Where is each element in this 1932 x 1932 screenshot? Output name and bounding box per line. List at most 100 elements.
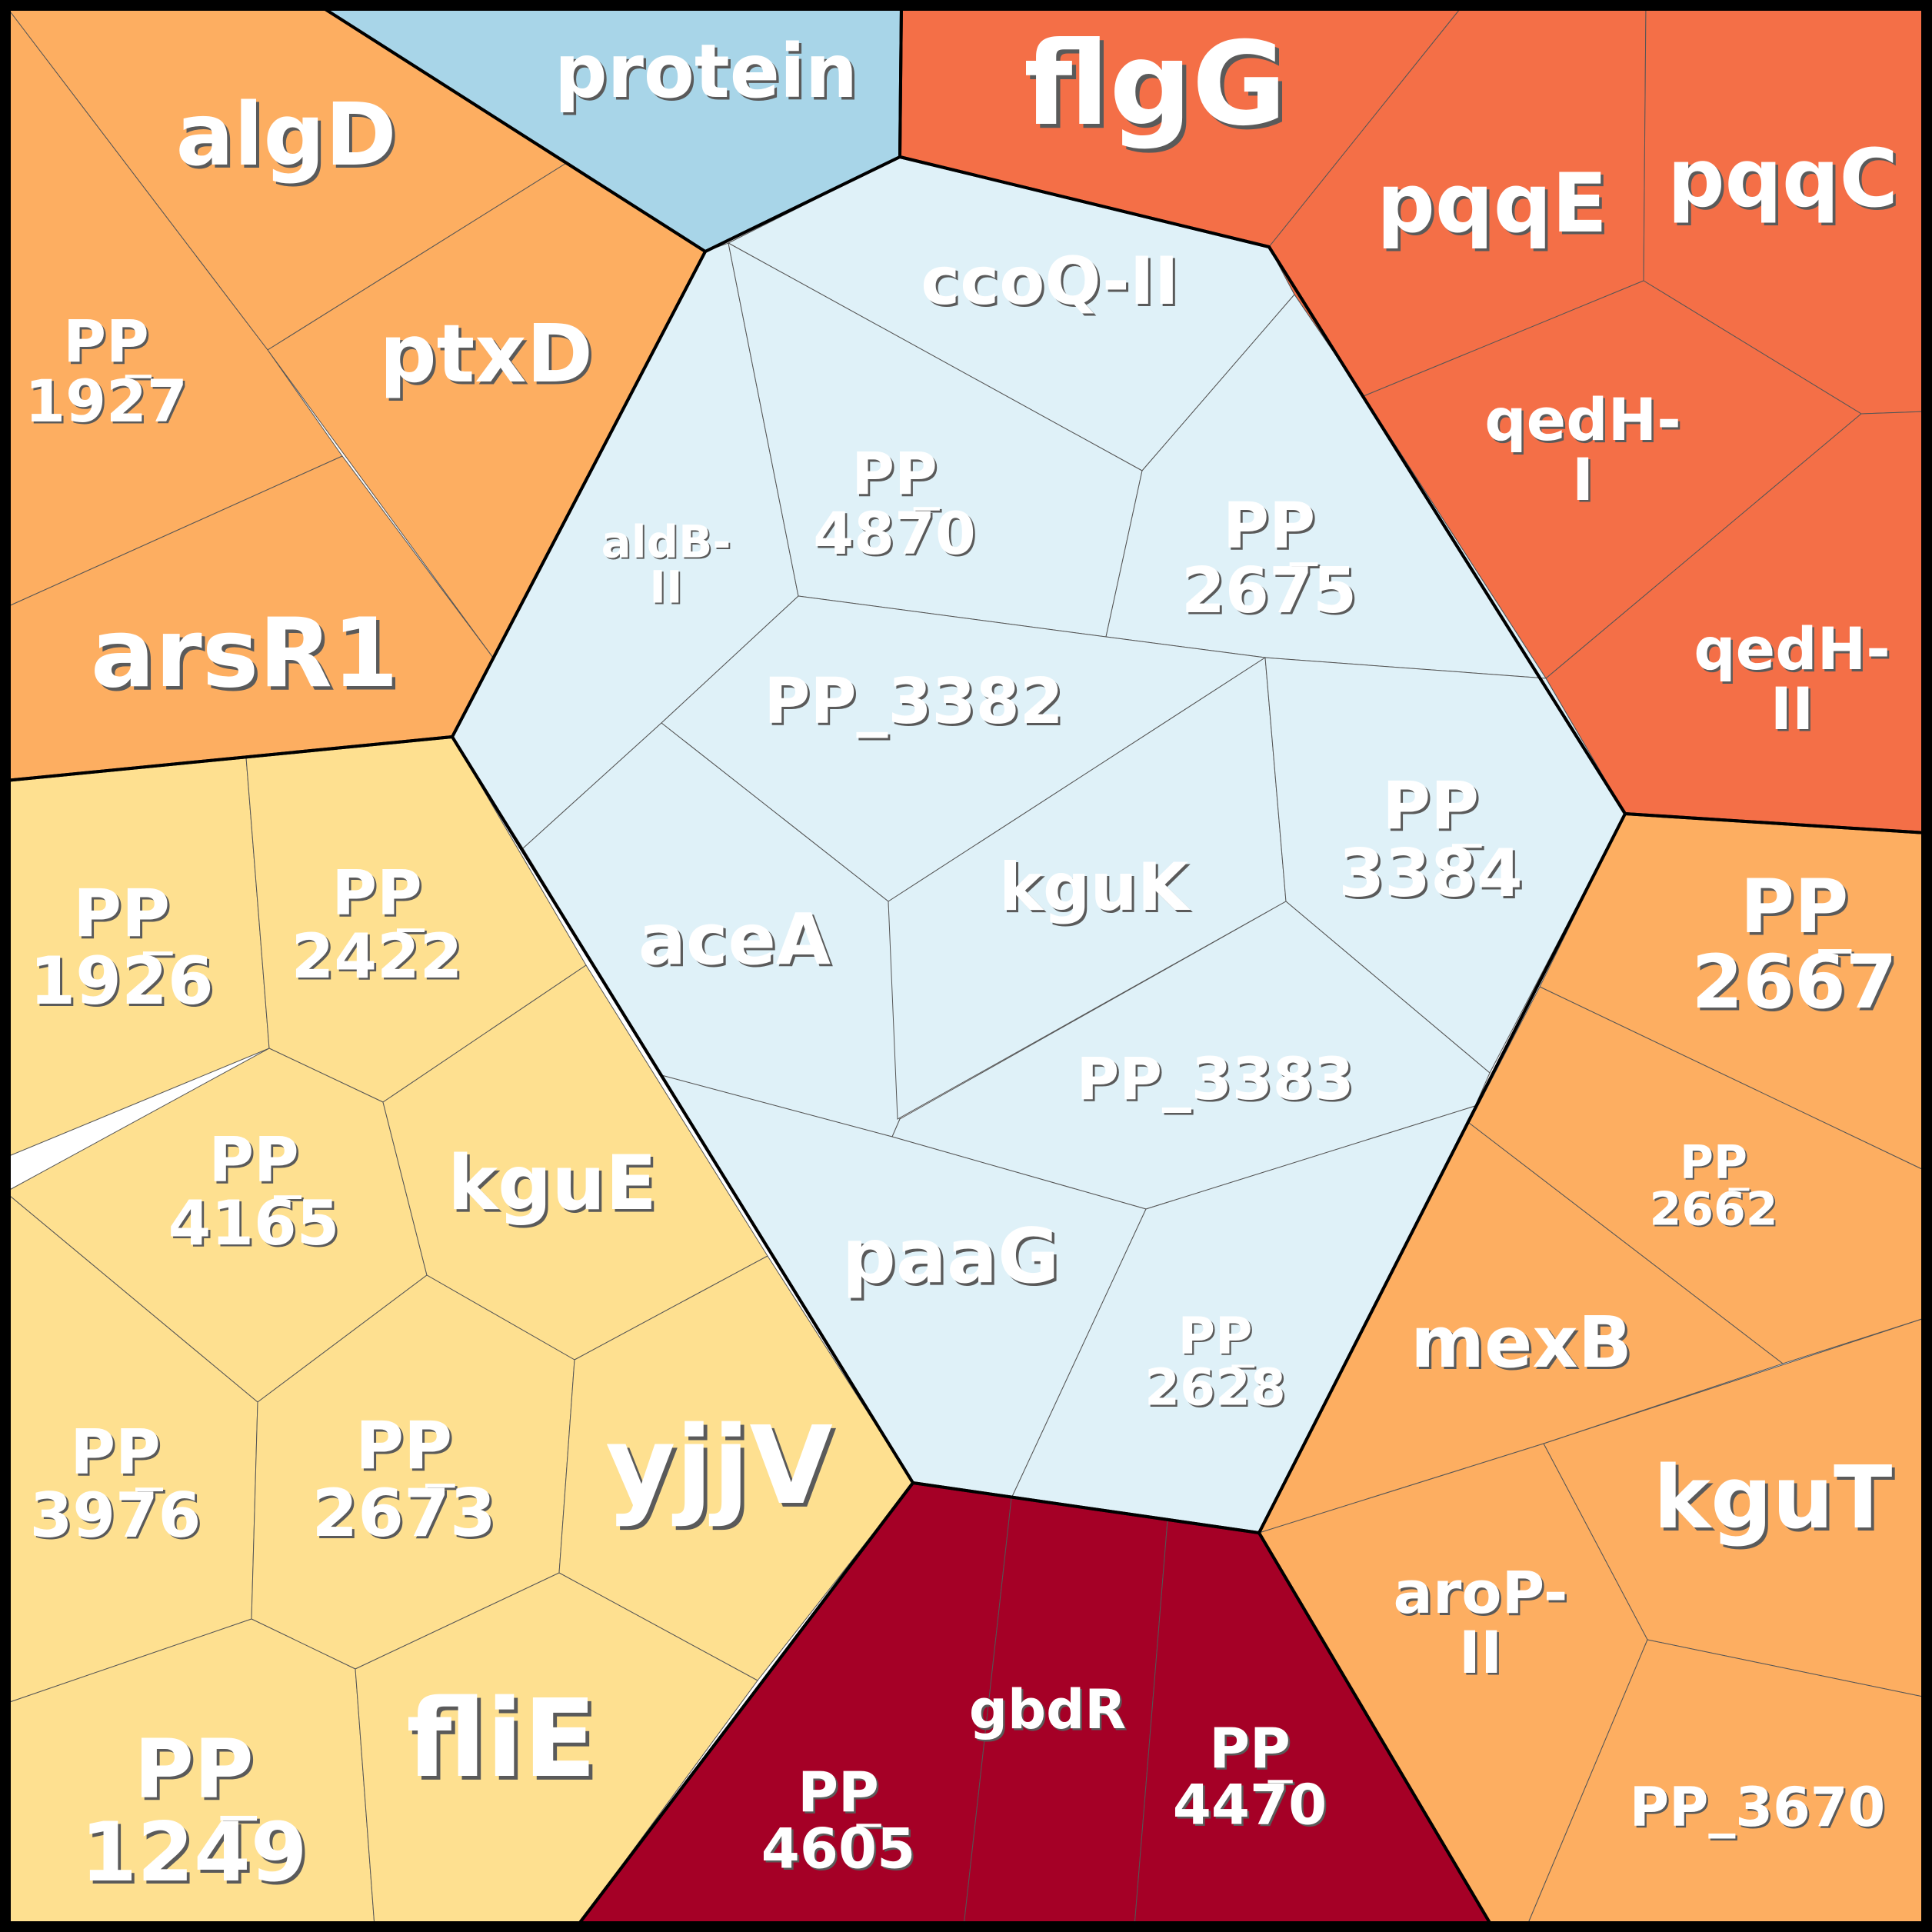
label-underscore-mark xyxy=(142,951,173,956)
label-underscore-mark xyxy=(1267,1780,1293,1784)
cell-label-pp-2675: PP 2675 xyxy=(1181,491,1357,628)
label-underscore-mark xyxy=(137,1490,165,1494)
cell-label-pp-3670: PP_3670 xyxy=(1630,1776,1885,1839)
cell-label-yjjv: yjjV xyxy=(605,1404,833,1529)
cell-label-shadow-kgue: kguE xyxy=(450,1142,659,1230)
cell-label-shadow-flie: fliE xyxy=(410,1680,600,1805)
cell-label-pp-4165: PP 4165 xyxy=(168,1124,340,1259)
label-underscore-mark xyxy=(858,1825,884,1830)
cell-label-shadow-pp-1926: PP 1926 xyxy=(32,878,215,1023)
cell-label-pp-3976: PP 3976 xyxy=(30,1417,202,1551)
cell-label-shadow-pp-4870: PP 4870 xyxy=(815,441,978,570)
label-underscore-mark xyxy=(1231,1364,1255,1368)
cell-label-shadow-pp-2675: PP 2675 xyxy=(1184,493,1359,631)
cell-label-shadow-qedh-i: qedH-I xyxy=(1487,388,1684,516)
label-underscore-mark xyxy=(398,931,427,934)
cell-flie xyxy=(355,1572,758,1927)
cell-label-mexb: mexB xyxy=(1411,1301,1632,1384)
label-underscore-mark xyxy=(1291,565,1321,568)
cell-label-flgg: flgG xyxy=(1024,18,1287,152)
cell-label-pp-2628: PP 2628 xyxy=(1144,1306,1286,1417)
cell-label-shadow-protein: protein xyxy=(557,32,860,118)
cell-label-shadow-aldb-ii: aldB-II xyxy=(603,518,733,615)
cell-label-shadow-qedh-ii: qedH-II xyxy=(1696,617,1893,745)
cell-label-shadow-pp-1249: PP 1249 xyxy=(83,1724,310,1902)
cell-label-pqqc: pqqC xyxy=(1667,132,1898,225)
cell-label-shadow-pp-3384: PP 3384 xyxy=(1341,771,1524,915)
cell-label-pp-3382: PP_3382 xyxy=(764,665,1063,738)
cell-label-shadow-pp-3976: PP 3976 xyxy=(32,1419,203,1554)
label-underscore-mark xyxy=(275,1198,304,1201)
cell-label-shadow-kguk: kguK xyxy=(1001,851,1194,928)
label-underscore-mark xyxy=(915,508,942,513)
cell-label-pp-1927: PP 1927 xyxy=(25,307,188,435)
cell-yjjv xyxy=(558,1255,914,1681)
cell-label-shadow-ptxd: ptxD xyxy=(382,310,596,404)
cell-label-qedh-i: qedH-I xyxy=(1484,385,1681,514)
label-underscore-mark xyxy=(145,954,175,958)
cell-label-shadow-pp-3383: PP_3383 xyxy=(1078,1047,1356,1115)
cell-label-kgut: kguT xyxy=(1654,1448,1893,1548)
cell-label-paag: paaG xyxy=(842,1213,1060,1301)
cell-label-shadow-pp-3670: PP_3670 xyxy=(1631,1777,1887,1840)
cell-label-protein: protein xyxy=(555,28,858,115)
cell-label-shadow-pp-4605: PP 4605 xyxy=(763,1761,917,1882)
cell-label-shadow-arop-ii: aroP-II xyxy=(1395,1561,1570,1689)
cell-label-shadow-pp-4470: PP 4470 xyxy=(1174,1717,1328,1838)
label-underscore-mark xyxy=(220,1815,258,1821)
cell-label-kguk: kguK xyxy=(999,849,1191,926)
cell-label-pp-3383: PP_3383 xyxy=(1077,1044,1354,1113)
cell-label-pp-2667: PP 2667 xyxy=(1691,864,1897,1025)
cell-label-pp-2422: PP 2422 xyxy=(291,858,463,992)
cell-label-pp-1249: PP 1249 xyxy=(80,1722,307,1900)
cell-label-shadow-algd: algD xyxy=(178,88,399,188)
cell-label-aldb-ii: aldB-II xyxy=(601,516,731,614)
cell-label-arsr1: arsR1 xyxy=(91,598,398,709)
cell-label-qedh-ii: qedH-II xyxy=(1694,615,1890,743)
label-underscore-mark xyxy=(274,1195,301,1199)
cell-label-shadow-flgg: flgG xyxy=(1028,22,1291,155)
label-underscore-mark xyxy=(1233,1366,1257,1370)
cell-label-acea: aceA xyxy=(638,898,831,981)
cell-label-ptxd: ptxD xyxy=(379,307,593,401)
cell-label-pp-4605: PP 4605 xyxy=(761,1760,915,1880)
label-underscore-mark xyxy=(1451,844,1482,848)
cell-label-pp-4470: PP 4470 xyxy=(1173,1716,1327,1837)
cell-label-arop-ii: aroP-II xyxy=(1394,1558,1568,1687)
cell-label-shadow-ccoq-ii: ccoQ-II xyxy=(923,245,1181,322)
cell-label-shadow-gbdr: gbdR xyxy=(971,1680,1128,1743)
cell-label-shadow-pqqe: pqqE xyxy=(1380,159,1611,254)
label-underscore-mark xyxy=(1269,1781,1295,1786)
cell-label-shadow-pp-4165: PP 4165 xyxy=(170,1127,341,1261)
cell-label-pp-2673: PP 2673 xyxy=(311,1408,495,1553)
label-underscore-mark xyxy=(1820,951,1854,957)
cell-label-flie: fliE xyxy=(406,1677,596,1802)
label-underscore-mark xyxy=(913,507,940,511)
cell-label-shadow-pp-2422: PP 2422 xyxy=(293,860,465,994)
cells-layer xyxy=(4,4,1927,1927)
cell-label-shadow-pp-2667: PP 2667 xyxy=(1694,867,1900,1028)
label-underscore-mark xyxy=(397,928,425,932)
cell-label-shadow-yjjv: yjjV xyxy=(609,1407,837,1532)
label-underscore-mark xyxy=(1454,846,1484,851)
cell-label-shadow-pqqc: pqqC xyxy=(1671,135,1901,228)
cell-label-shadow-paag: paaG xyxy=(844,1215,1062,1303)
label-underscore-mark xyxy=(427,1486,458,1491)
cell-label-shadow-pp-2662: PP 2662 xyxy=(1651,1137,1780,1237)
cell-label-shadow-pp-2673: PP 2673 xyxy=(314,1411,498,1555)
label-underscore-mark xyxy=(425,1484,455,1488)
cell-label-shadow-arsr1: arsR1 xyxy=(94,602,401,713)
label-underscore-mark xyxy=(135,1487,163,1491)
label-underscore-mark xyxy=(1728,1188,1750,1191)
cell-label-shadow-acea: aceA xyxy=(641,901,833,984)
label-underscore-mark xyxy=(125,375,152,378)
cell-label-shadow-pp-2628: PP 2628 xyxy=(1146,1308,1287,1419)
cell-label-pp-2662: PP 2662 xyxy=(1650,1135,1778,1236)
cell-label-gbdr: gbdR xyxy=(969,1678,1126,1741)
cell-label-pp-3384: PP 3384 xyxy=(1338,768,1522,913)
label-underscore-mark xyxy=(856,1824,881,1827)
label-underscore-mark xyxy=(1289,562,1318,567)
